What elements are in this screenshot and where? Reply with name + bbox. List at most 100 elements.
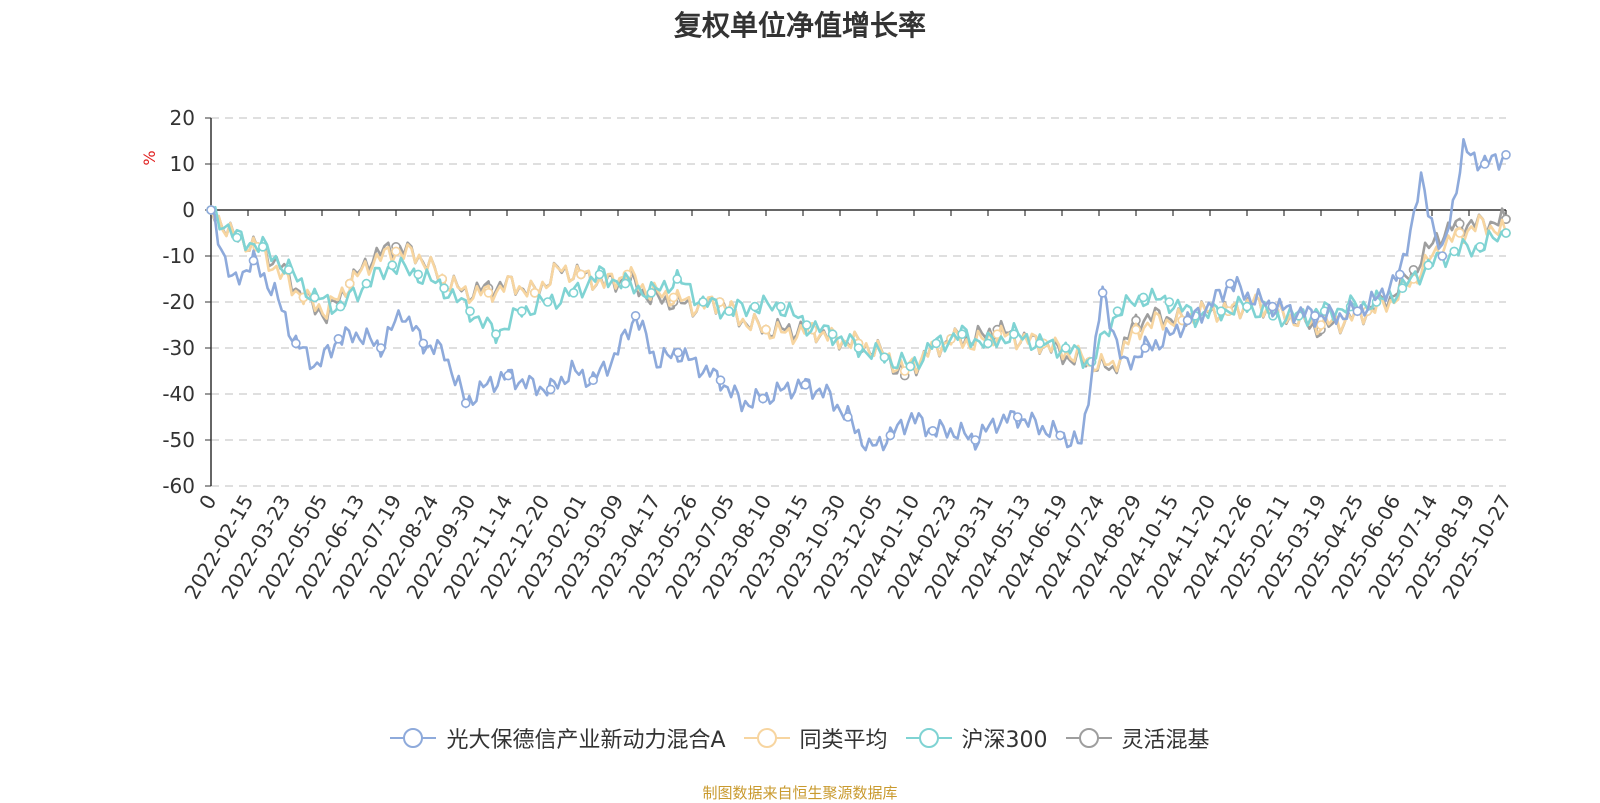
data-source-note: 制图数据来自恒生聚源数据库 xyxy=(702,784,898,802)
series-point-1 xyxy=(992,329,1003,340)
series-point-2 xyxy=(750,301,760,312)
series-point-0 xyxy=(928,425,938,436)
series-point-2 xyxy=(801,320,812,330)
series-point-1 xyxy=(1131,324,1141,335)
series-point-2 xyxy=(542,297,553,307)
y-axis-unit-label: % xyxy=(140,150,159,165)
series-point-2 xyxy=(387,260,398,271)
series-point-2 xyxy=(983,338,993,349)
series-point-2 xyxy=(1164,297,1175,307)
series-point-2 xyxy=(1035,338,1045,349)
legend-marker-fund-icon xyxy=(390,728,437,748)
series-point-2 xyxy=(283,264,294,275)
series-point-0 xyxy=(758,393,768,404)
series-point-2 xyxy=(827,329,838,340)
series-point-0 xyxy=(1140,343,1150,353)
series-point-0 xyxy=(503,370,514,381)
series-point-0 xyxy=(460,398,471,409)
legend-marker-csi300-icon xyxy=(905,728,952,748)
series-point-2 xyxy=(1501,228,1511,238)
series-point-0 xyxy=(1097,287,1108,298)
legend-label-fund: 光大保德信产业新动力混合A xyxy=(446,728,726,753)
series-point-2 xyxy=(309,292,320,303)
series-point-2 xyxy=(853,343,864,353)
series-point-0 xyxy=(1012,412,1023,422)
legend-marker-flexible-mixed-icon xyxy=(1065,728,1112,748)
series-point-2 xyxy=(1397,283,1408,294)
series-point-2 xyxy=(698,297,708,307)
series-point-0 xyxy=(248,255,259,266)
series-point-1 xyxy=(391,246,401,257)
series-line-0 xyxy=(209,138,1507,452)
series-point-2 xyxy=(931,338,942,349)
series-point-0 xyxy=(1310,310,1320,321)
series-point-2 xyxy=(1060,343,1071,353)
series-point-0 xyxy=(588,375,598,386)
series-point-2 xyxy=(1216,306,1226,317)
y-tick-label: 0 xyxy=(182,198,195,222)
series-point-2 xyxy=(413,269,424,280)
y-tick-label: -30 xyxy=(162,336,195,360)
legend-item-csi300[interactable]: 沪深300 xyxy=(905,722,1048,754)
series-point-0 xyxy=(885,430,896,441)
y-tick-label: -60 xyxy=(162,474,195,498)
y-tick-label: 10 xyxy=(170,152,195,176)
series-point-3 xyxy=(1454,219,1465,229)
series-point-2 xyxy=(646,287,657,298)
series-point-0 xyxy=(1055,430,1065,441)
series-point-2 xyxy=(1242,301,1252,312)
legend-label-csi300: 沪深300 xyxy=(961,728,1048,753)
series-point-2 xyxy=(335,301,346,312)
series-point-2 xyxy=(491,329,501,340)
series-point-0 xyxy=(1501,150,1511,160)
series-point-0 xyxy=(291,338,301,349)
series-point-0 xyxy=(1182,315,1193,326)
legend-item-flexible-mixed[interactable]: 灵活混基 xyxy=(1065,722,1210,754)
series-point-2 xyxy=(568,287,579,298)
series-point-2 xyxy=(905,361,916,372)
series-point-1 xyxy=(1454,228,1465,238)
series-point-1 xyxy=(1316,320,1326,330)
series-point-0 xyxy=(545,384,556,395)
x-tick-label: 0 xyxy=(194,491,221,514)
chart-svg: 20100-10-20-30-40-50-60%02022-02-152022-… xyxy=(140,106,1516,603)
series-point-2 xyxy=(879,352,890,363)
legend-label-flexible-mixed: 灵活混基 xyxy=(1121,728,1210,753)
series-point-1 xyxy=(529,287,540,298)
legend-item-peer-average[interactable]: 同类平均 xyxy=(743,722,888,754)
series-point-0 xyxy=(418,338,429,349)
series-point-2 xyxy=(257,242,268,252)
series-point-0 xyxy=(1395,269,1405,280)
series-point-2 xyxy=(1009,329,1019,340)
series-point-0 xyxy=(715,375,726,386)
series-point-0 xyxy=(800,379,811,390)
series-point-0 xyxy=(1267,301,1278,312)
series-point-1 xyxy=(483,287,494,298)
series-point-2 xyxy=(361,278,372,289)
legend-label-peer-average: 同类平均 xyxy=(799,728,888,753)
series-point-1 xyxy=(668,292,679,303)
series-point-1 xyxy=(576,269,586,280)
series-point-0 xyxy=(630,310,641,321)
series-point-2 xyxy=(775,301,786,312)
series-point-2 xyxy=(516,306,527,317)
series-point-1 xyxy=(344,278,355,289)
series-point-1 xyxy=(761,324,771,335)
y-tick-label: 20 xyxy=(170,106,195,130)
series-point-0 xyxy=(333,333,344,344)
legend-item-fund[interactable]: 光大保德信产业新动力混合A xyxy=(390,722,726,754)
series-point-2 xyxy=(957,329,967,340)
series-point-0 xyxy=(1225,278,1235,289)
series-point-0 xyxy=(970,435,981,445)
series-point-2 xyxy=(1138,292,1149,303)
y-tick-label: -10 xyxy=(162,244,195,268)
series-point-2 xyxy=(1449,246,1459,257)
y-tick-label: -20 xyxy=(162,290,195,314)
legend: 光大保德信产业新动力混合A 同类平均 沪深300 灵活混基 xyxy=(0,722,1600,754)
chart-title: 复权单位净值增长率 xyxy=(673,9,926,42)
series-point-0 xyxy=(1352,306,1363,317)
series-point-0 xyxy=(1437,251,1448,261)
series-point-0 xyxy=(673,347,683,358)
series-point-0 xyxy=(843,412,853,422)
series-point-2 xyxy=(620,278,631,289)
